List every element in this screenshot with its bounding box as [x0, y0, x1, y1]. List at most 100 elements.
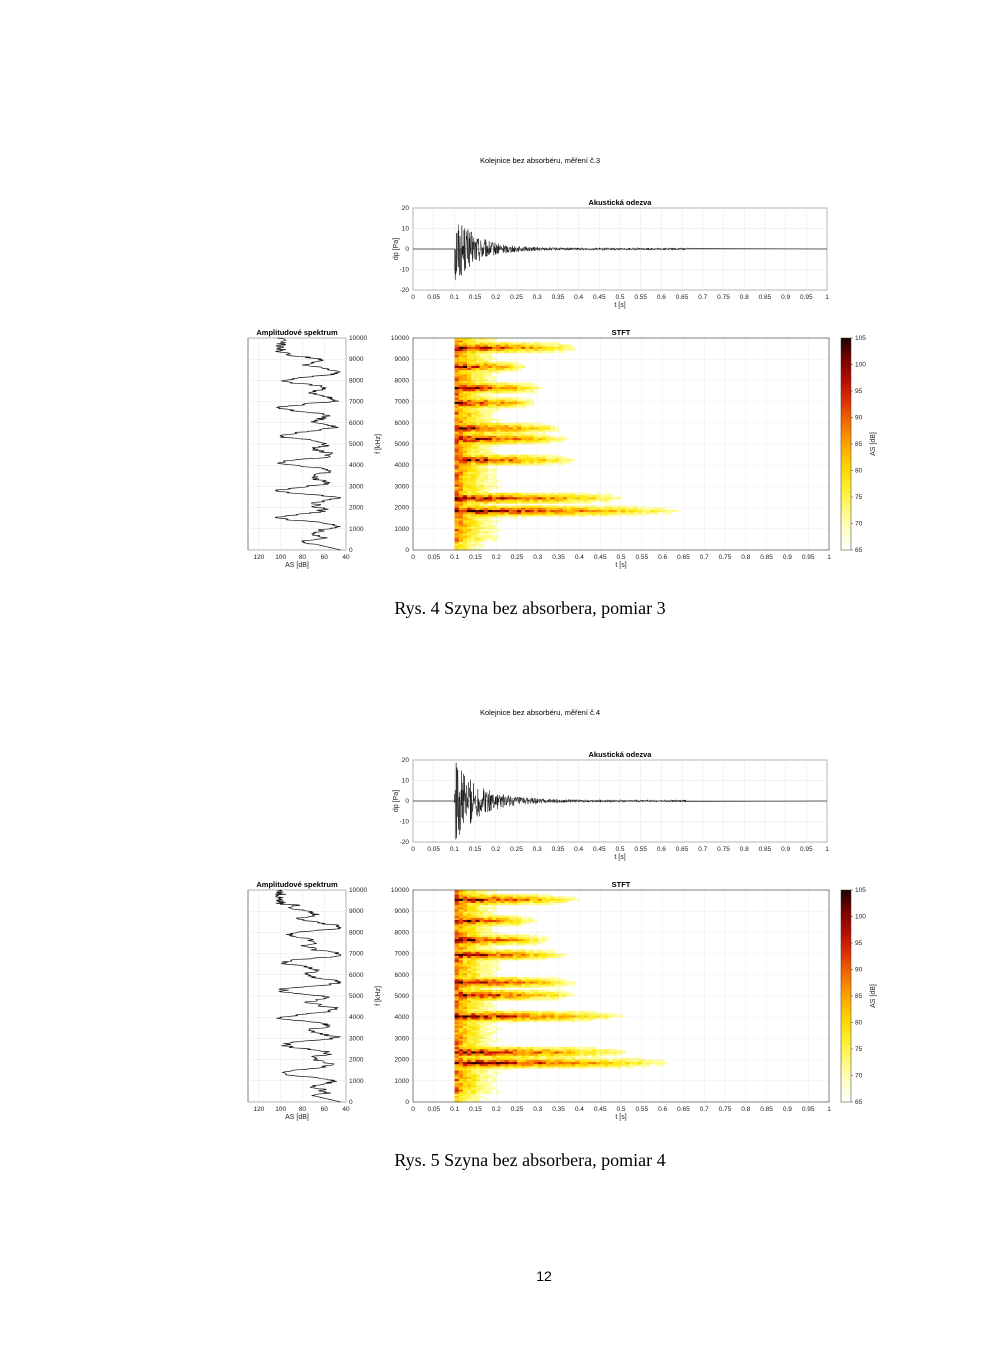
- stft-cell: [537, 509, 543, 513]
- stft-cell: [487, 906, 493, 910]
- stft-cell: [471, 441, 476, 445]
- stft-cell: [487, 350, 493, 354]
- stft-cell: [541, 951, 547, 954]
- stft-cell: [525, 507, 530, 511]
- stft-cell: [483, 431, 489, 434]
- stft-cell: [458, 930, 464, 933]
- stft-cell: [508, 983, 514, 986]
- stft-cell: [458, 1061, 464, 1065]
- stft-cell: [479, 342, 485, 345]
- stft-cell: [487, 403, 493, 407]
- stft-cell: [475, 431, 480, 434]
- stft-cell: [467, 962, 472, 965]
- stft-cell: [454, 919, 460, 923]
- stft-cell: [462, 433, 468, 436]
- stft-cell: [550, 497, 555, 500]
- stft-cell: [583, 505, 589, 508]
- stft-cell: [471, 537, 476, 540]
- stft-cell: [479, 1076, 485, 1079]
- stft-cell: [554, 1051, 559, 1054]
- waveform-xtick: 0.15: [469, 294, 482, 301]
- stft-cell: [471, 435, 476, 438]
- stft-cell: [500, 492, 505, 496]
- stft-cell: [462, 435, 468, 438]
- stft-cell: [462, 932, 468, 935]
- stft-cell: [525, 463, 530, 466]
- stft-cell: [554, 1046, 559, 1050]
- stft-cell: [487, 1038, 493, 1041]
- stft-cell: [571, 898, 576, 901]
- stft-cell: [454, 374, 460, 377]
- stft-cell: [492, 477, 497, 481]
- stft-cell: [500, 938, 505, 942]
- stft-cell: [462, 359, 468, 362]
- stft-cell: [454, 460, 460, 464]
- stft-cell: [483, 940, 489, 944]
- stft-cell: [483, 507, 489, 511]
- stft-cell: [579, 494, 584, 498]
- stft-cell: [512, 981, 518, 984]
- stft-cell: [529, 344, 534, 347]
- stft-cell: [517, 454, 522, 458]
- stft-cell: [625, 1065, 630, 1069]
- stft-cell: [525, 433, 530, 436]
- stft-cell: [521, 463, 526, 466]
- stft-cell: [546, 1055, 551, 1058]
- stft-cell: [454, 437, 460, 441]
- stft-cell: [492, 964, 497, 967]
- stft-cell: [612, 505, 618, 508]
- stft-ytick: 10000: [391, 335, 409, 342]
- stft-cell: [575, 1065, 580, 1069]
- stft-cell: [525, 1051, 530, 1054]
- stft-xtick: 0.2: [492, 554, 501, 561]
- stft-cell: [454, 340, 460, 343]
- stft-cell: [512, 435, 518, 438]
- stft-cell: [475, 338, 480, 341]
- stft-cell: [554, 509, 559, 513]
- colorbar-tick: 100: [855, 362, 866, 369]
- stft-cell: [508, 348, 514, 352]
- stft-cell: [479, 1029, 485, 1033]
- stft-cell: [462, 983, 468, 986]
- stft-cell: [454, 541, 460, 544]
- stft-cell: [562, 497, 568, 500]
- stft-cell: [475, 974, 480, 978]
- waveform-xtick: 0.75: [717, 846, 730, 853]
- stft-cell: [475, 344, 480, 347]
- stft-cell: [475, 446, 480, 449]
- stft-cell: [471, 465, 476, 468]
- stft-cell: [492, 458, 497, 462]
- stft-cell: [458, 533, 464, 536]
- stft-cell: [529, 957, 534, 961]
- stft-cell: [458, 439, 464, 443]
- stft-cell: [500, 509, 505, 513]
- stft-cell: [483, 365, 489, 368]
- stft-cell: [454, 348, 460, 352]
- stft-cell: [608, 509, 613, 513]
- stft-cell: [458, 932, 464, 935]
- stft-cell: [471, 1080, 476, 1084]
- stft-cell: [537, 439, 543, 443]
- stft-cell: [504, 350, 509, 354]
- stft-cell: [471, 972, 476, 976]
- stft-cell: [479, 539, 485, 542]
- stft-cell: [462, 930, 468, 933]
- stft-cell: [483, 448, 489, 451]
- stft-cell: [458, 1059, 464, 1063]
- stft-cell: [517, 898, 522, 901]
- stft-cell: [541, 509, 547, 513]
- stft-cell: [608, 1059, 613, 1063]
- stft-cell: [525, 898, 530, 901]
- stft-cell: [458, 524, 464, 527]
- stft-cell: [521, 403, 526, 407]
- stft-cell: [467, 380, 472, 383]
- stft-cell: [479, 1006, 485, 1010]
- stft-cell: [462, 926, 468, 929]
- stft-cell: [492, 1010, 497, 1014]
- stft-cell: [462, 348, 468, 352]
- stft-cell: [612, 1057, 618, 1060]
- stft-cell: [454, 380, 460, 383]
- stft-cell: [467, 1025, 472, 1029]
- stft-cell: [479, 972, 485, 976]
- stft-cell: [583, 494, 589, 498]
